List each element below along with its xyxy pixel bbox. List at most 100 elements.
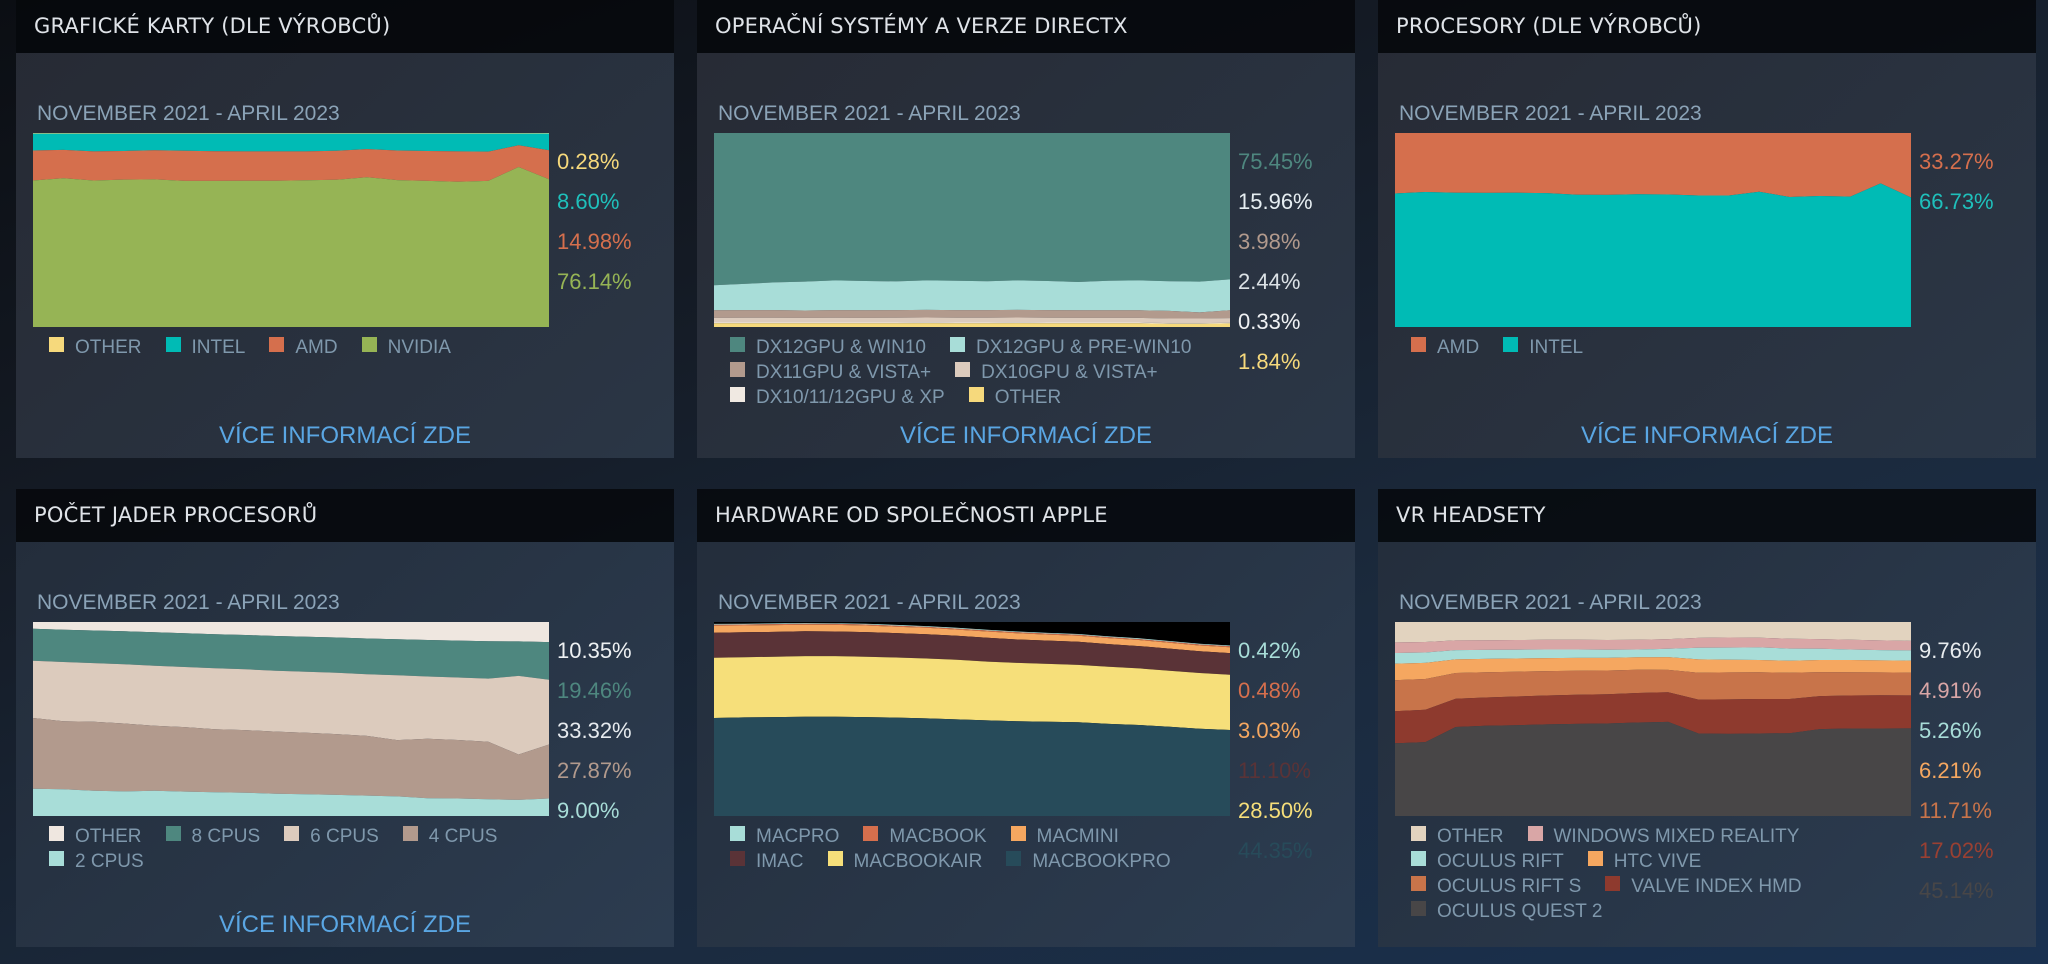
area-series-macbookair — [714, 656, 1230, 730]
legend-label: INTEL — [191, 336, 246, 358]
latest-values: 0.28% 8.60% 14.98% 76.14% — [557, 148, 632, 308]
latest-value: 9.00% — [557, 798, 620, 823]
latest-values: 9.76% 4.91% 5.26% 6.21% 11.71% 17.02% 45.14% — [1919, 637, 1994, 917]
legend-swatch-icon — [730, 387, 745, 402]
legend-row: OTHER INTEL AMD NVIDIA — [49, 335, 549, 360]
latest-values: 10.35% 19.46% 33.32% 27.87% 9.00% — [557, 637, 632, 837]
chart-svg — [33, 622, 549, 816]
legend-row: DX10/11/12GPU & XP OTHER — [730, 385, 1230, 410]
legend-item: AMD — [269, 336, 338, 359]
stat-panel: POČET JADER PROCESORŮ NOVEMBER 2021 - AP… — [16, 489, 674, 947]
legend-item: OCULUS RIFT S — [1411, 876, 1581, 898]
legend-label: OCULUS QUEST 2 — [1437, 900, 1603, 922]
legend-item: DX10GPU & VISTA+ — [955, 362, 1158, 384]
latest-value: 33.27% — [1919, 149, 1994, 174]
chart-svg — [1395, 622, 1911, 816]
panel-title: POČET JADER PROCESORŮ — [16, 489, 674, 542]
date-range: NOVEMBER 2021 - APRIL 2023 — [718, 102, 1021, 125]
legend-label: AMD — [295, 336, 338, 358]
legend-item: DX12GPU & WIN10 — [730, 337, 926, 359]
legend-label: DX12GPU & PRE-WIN10 — [976, 336, 1192, 358]
legend-label: 8 CPUS — [191, 825, 261, 847]
panel-body: NOVEMBER 2021 - APRIL 2023 0.42% 0.48% 3.0… — [697, 542, 1355, 947]
area-series-macmini — [714, 624, 1230, 654]
area-series-windows-mixed-reality — [1395, 637, 1911, 653]
latest-value: 11.71% — [1919, 798, 1992, 823]
legend-swatch-icon — [1411, 876, 1426, 891]
legend-swatch-icon — [1010, 826, 1026, 841]
legend-item: OCULUS QUEST 2 — [1411, 901, 1602, 923]
area-series-dx12gpu-win10 — [714, 133, 1230, 286]
latest-value: 14.98% — [557, 229, 632, 254]
stat-panel: GRAFICKÉ KARTY (DLE VÝROBCŮ) NOVEMBER 20… — [16, 0, 674, 458]
legend-swatch-icon — [1006, 851, 1022, 866]
legend-item: MACBOOKPRO — [1006, 851, 1171, 873]
panel-title: HARDWARE OD SPOLEČNOSTI APPLE — [697, 489, 1355, 542]
legend-item: OCULUS RIFT — [1411, 851, 1564, 873]
legend-item: INTEL — [165, 336, 246, 359]
chart-legend: MACPRO MACBOOK MACMINI IMAC MACBOOKAIR MACBOO… — [730, 824, 1230, 874]
latest-value: 3.98% — [1238, 229, 1301, 254]
legend-label: OTHER — [75, 825, 142, 847]
legend-swatch-icon — [1411, 337, 1426, 352]
latest-values: 33.27% 66.73% — [1919, 148, 1994, 228]
area-series-2-cpus — [33, 788, 549, 816]
stat-panel: VR HEADSETY NOVEMBER 2021 - APRIL 2023 9… — [1378, 489, 2036, 947]
legend-row: DX12GPU & WIN10 DX12GPU & PRE-WIN10 — [730, 335, 1230, 360]
date-range: NOVEMBER 2021 - APRIL 2023 — [1399, 102, 1702, 125]
legend-label: OCULUS RIFT S — [1437, 875, 1582, 897]
panel-title: GRAFICKÉ KARTY (DLE VÝROBCŮ) — [16, 0, 674, 53]
legend-item: IMAC — [730, 851, 804, 873]
stacked-area-chart — [714, 622, 1230, 816]
latest-value: 1.84% — [1238, 349, 1301, 374]
latest-value: 4.91% — [1919, 678, 1982, 703]
legend-item: AMD — [1411, 337, 1479, 359]
latest-value: 9.76% — [1919, 638, 1982, 663]
panel-body: NOVEMBER 2021 - APRIL 2023 9.76% 4.91% 5.2… — [1378, 542, 2036, 947]
legend-swatch-icon — [49, 826, 64, 841]
legend-row: IMAC MACBOOKAIR MACBOOKPRO — [730, 849, 1230, 874]
date-range: NOVEMBER 2021 - APRIL 2023 — [718, 591, 1021, 614]
legend-row: OCULUS QUEST 2 — [1411, 899, 1911, 924]
legend-label: NVIDIA — [387, 336, 451, 358]
legend-swatch-icon — [1411, 851, 1426, 866]
legend-swatch-icon — [968, 387, 984, 402]
legend-label: OTHER — [994, 386, 1062, 408]
legend-swatch-icon — [165, 826, 181, 841]
legend-swatch-icon — [1503, 337, 1519, 352]
latest-value: 27.87% — [557, 758, 632, 783]
more-info-link[interactable]: VÍCE INFORMACÍ ZDE — [218, 422, 471, 449]
date-range: NOVEMBER 2021 - APRIL 2023 — [37, 591, 340, 614]
legend-swatch-icon — [1587, 851, 1603, 866]
legend-label: MACBOOKAIR — [853, 850, 983, 872]
more-info-link[interactable]: VÍCE INFORMACÍ ZDE — [218, 911, 471, 938]
latest-value: 28.50% — [1238, 798, 1313, 823]
legend-item: OTHER — [968, 386, 1062, 409]
chart-legend: DX12GPU & WIN10 DX12GPU & PRE-WIN10 DX11GP… — [730, 335, 1230, 410]
chart-svg — [714, 622, 1230, 816]
legend-swatch-icon — [269, 337, 285, 352]
legend-label: DX12GPU & WIN10 — [756, 336, 926, 358]
legend-row: OTHER WINDOWS MIXED REALITY — [1411, 824, 1911, 849]
area-series-oculus-quest-2 — [1395, 721, 1911, 816]
latest-value: 0.28% — [557, 149, 620, 174]
stat-panel: HARDWARE OD SPOLEČNOSTI APPLE NOVEMBER 2… — [697, 489, 1355, 947]
latest-value: 15.96% — [1238, 189, 1313, 214]
latest-value: 66.73% — [1919, 189, 1994, 214]
legend-item: NVIDIA — [361, 336, 451, 359]
legend-item: OTHER — [49, 826, 142, 848]
legend-row: OTHER 8 CPUS 6 CPUS 4 CPUS — [49, 824, 549, 849]
legend-swatch-icon — [827, 851, 843, 866]
more-info-link[interactable]: VÍCE INFORMACÍ ZDE — [1580, 422, 1833, 449]
area-series-htc-vive — [1395, 657, 1911, 681]
legend-row: 2 CPUS — [49, 849, 549, 874]
legend-label: DX10GPU & VISTA+ — [981, 361, 1158, 383]
more-info-link[interactable]: VÍCE INFORMACÍ ZDE — [899, 422, 1152, 449]
panel-body: NOVEMBER 2021 - APRIL 2023 33.27% 66.73% … — [1378, 53, 2036, 458]
legend-label: IMAC — [756, 850, 804, 872]
legend-swatch-icon — [284, 826, 300, 841]
area-series-other — [714, 323, 1230, 327]
area-series-oculus-rift-s — [1395, 669, 1911, 712]
legend-label: MACMINI — [1036, 825, 1119, 847]
area-series-intel — [1395, 183, 1911, 327]
